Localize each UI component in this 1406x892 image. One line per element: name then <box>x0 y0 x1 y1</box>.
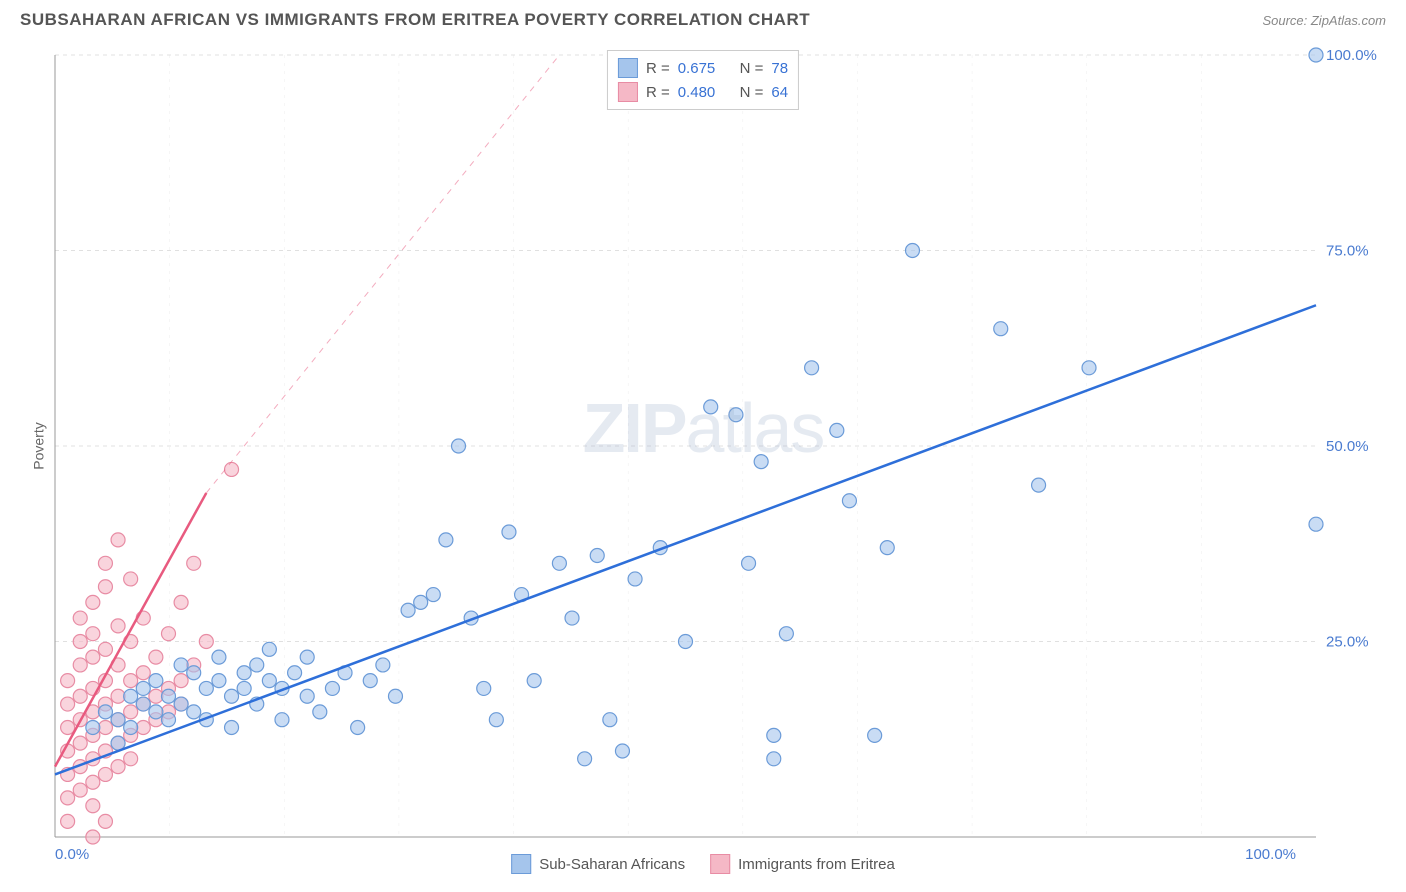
svg-text:25.0%: 25.0% <box>1326 634 1369 651</box>
legend-item-a: Sub-Saharan Africans <box>511 854 685 874</box>
svg-text:75.0%: 75.0% <box>1326 243 1369 260</box>
legend-swatch-a <box>511 854 531 874</box>
stats-row-series-b: R = 0.480 N = 64 <box>618 80 788 104</box>
swatch-series-b <box>618 82 638 102</box>
legend-item-b: Immigrants from Eritrea <box>710 854 895 874</box>
legend-label-a: Sub-Saharan Africans <box>539 856 685 873</box>
svg-text:50.0%: 50.0% <box>1326 438 1369 455</box>
r-value-a: 0.675 <box>678 60 716 77</box>
svg-text:100.0%: 100.0% <box>1326 47 1377 64</box>
legend: Sub-Saharan Africans Immigrants from Eri… <box>511 854 895 874</box>
legend-label-b: Immigrants from Eritrea <box>738 856 895 873</box>
swatch-series-a <box>618 58 638 78</box>
r-value-b: 0.480 <box>678 84 716 101</box>
correlation-stats-box: R = 0.675 N = 78 R = 0.480 N = 64 <box>607 50 799 110</box>
svg-text:0.0%: 0.0% <box>55 846 89 863</box>
legend-swatch-b <box>710 854 730 874</box>
n-value-b: 64 <box>771 84 788 101</box>
svg-text:100.0%: 100.0% <box>1245 846 1296 863</box>
n-value-a: 78 <box>771 60 788 77</box>
stats-row-series-a: R = 0.675 N = 78 <box>618 56 788 80</box>
scatter-chart: 25.0% 50.0% 75.0% 100.0% 0.0% 100.0% <box>0 0 1406 892</box>
